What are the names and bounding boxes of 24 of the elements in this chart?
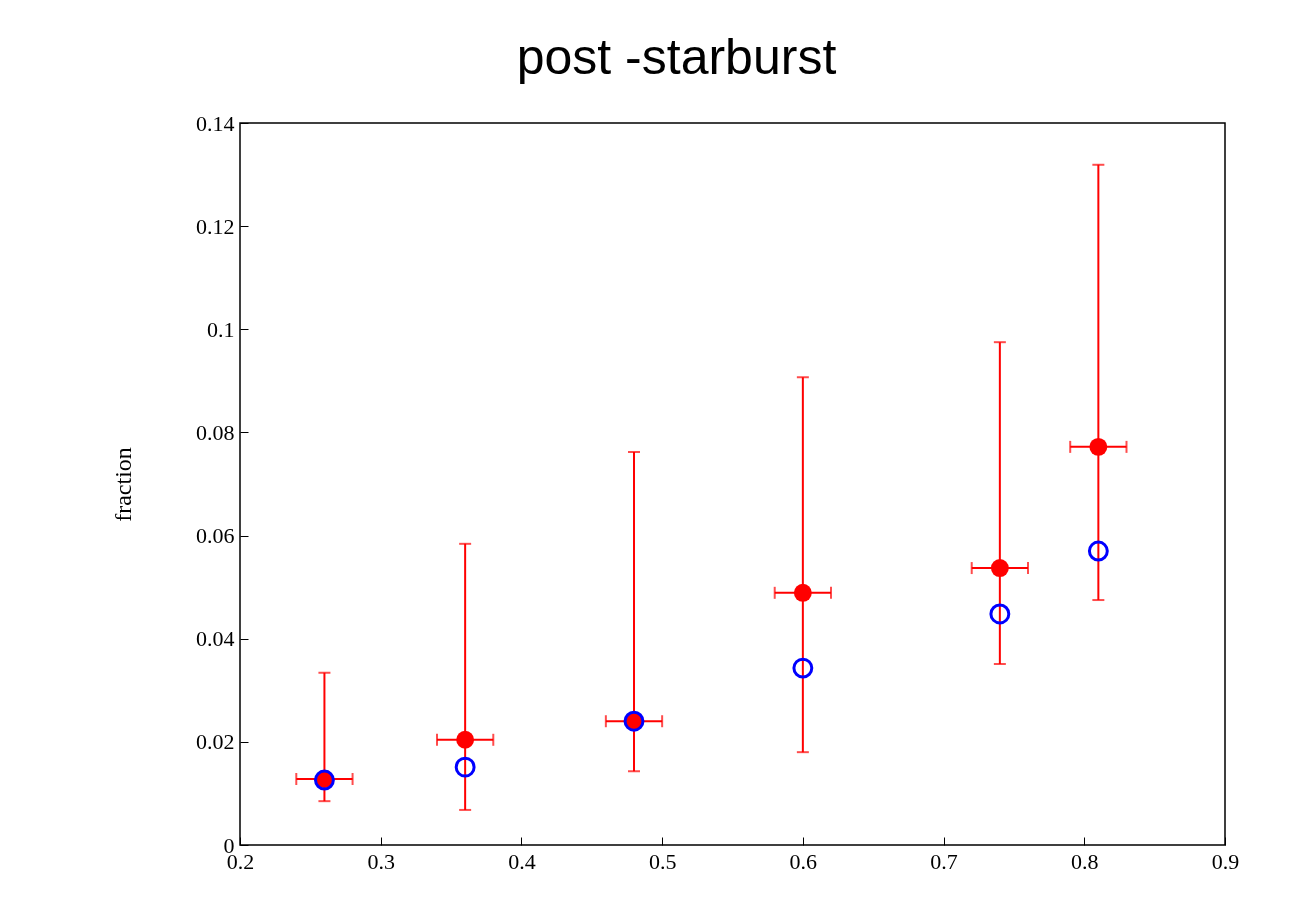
- x-tick-label: 0.5: [648, 848, 677, 874]
- point: [1089, 437, 1108, 456]
- point: [793, 583, 812, 602]
- point: [456, 730, 475, 749]
- point: [990, 559, 1009, 577]
- y-tick-label: 0.06: [196, 523, 235, 549]
- point: [454, 756, 476, 778]
- x-tick-label: 0.9: [1211, 848, 1240, 874]
- y-tick-label: 0.04: [196, 626, 235, 652]
- y-axis-title: fraction: [110, 447, 136, 522]
- point: [792, 657, 814, 679]
- x-tick-label: 0.7: [930, 848, 958, 874]
- x-tick-label: 0.8: [1071, 848, 1099, 874]
- y-tick-label: 0.08: [196, 419, 235, 445]
- y-tick-label: 0.14: [196, 110, 235, 136]
- point: [1087, 540, 1109, 562]
- x-tick-label: 0.4: [508, 848, 536, 874]
- y-tick-label: 0.1: [207, 316, 235, 342]
- y-tick-label: 0.12: [196, 213, 235, 239]
- point: [989, 603, 1011, 625]
- chart-title: post -starburst: [516, 29, 837, 85]
- x-tick-label: 0.3: [367, 848, 395, 874]
- x-tick-label: 0.6: [789, 848, 818, 874]
- y-tick-label: 0.02: [196, 729, 235, 755]
